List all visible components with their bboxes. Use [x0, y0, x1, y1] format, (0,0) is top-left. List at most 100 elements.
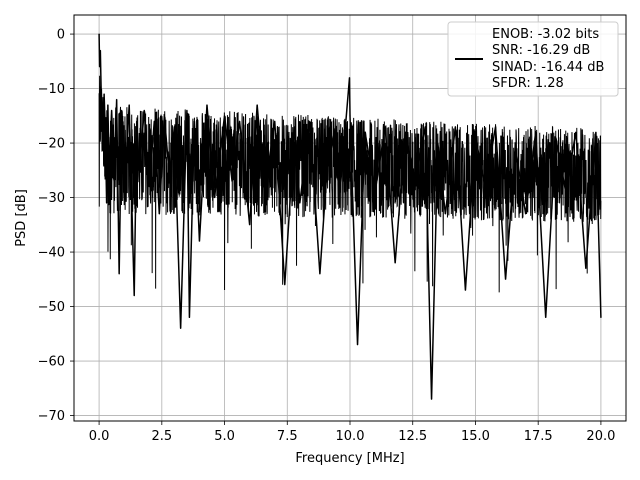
psd-data-point: [264, 191, 266, 193]
psd-data-point: [116, 98, 118, 101]
y-axis-ticks: 0 −10 −20 −30 −40 −50 −60 −70: [38, 28, 74, 424]
psd-data-point: [188, 316, 191, 319]
psd-data-point: [437, 142, 439, 144]
psd-data-point: [575, 131, 577, 133]
psd-data-point: [535, 131, 537, 133]
x-tick-label: 20.0: [586, 429, 615, 444]
psd-data-point: [555, 137, 557, 139]
y-axis-label: PSD [dB]: [14, 189, 29, 247]
psd-data-point: [108, 169, 110, 171]
series-group: [98, 33, 602, 400]
psd-data-point: [595, 131, 597, 133]
psd-data-point: [107, 104, 109, 106]
psd-data-point: [356, 344, 359, 346]
psd-data-point: [98, 33, 100, 35]
x-tick-label: 17.5: [524, 429, 553, 444]
psd-data-point: [309, 120, 311, 122]
legend-line-enob: ENOB: -3.02 bits: [492, 27, 599, 42]
psd-data-point: [99, 49, 101, 52]
psd-data-point: [113, 180, 115, 182]
psd-data-point: [121, 109, 123, 111]
psd-data-point: [163, 115, 165, 117]
x-axis-label: Frequency [MHz]: [295, 451, 404, 466]
psd-data-point: [143, 109, 145, 111]
x-axis-ticks: 0.0 2.5 5.0 7.5 10.0 12.5 15.0 17.5 20.0: [89, 421, 615, 444]
psd-data-point: [464, 289, 467, 291]
psd-data-point: [100, 87, 102, 90]
psd-data-point: [128, 104, 130, 106]
psd-data-point: [339, 191, 341, 193]
x-tick-label: 7.5: [277, 429, 298, 444]
y-tick-label: −40: [38, 246, 65, 261]
y-tick-label: 0: [57, 28, 65, 43]
psd-data-point: [600, 316, 602, 319]
y-tick-label: −60: [38, 355, 65, 370]
psd-data-point: [274, 120, 276, 122]
psd-data-point: [565, 191, 567, 193]
psd-data-point: [319, 273, 321, 275]
y-tick-label: −30: [38, 191, 65, 206]
y-tick-label: −10: [38, 82, 65, 97]
psd-data-point: [111, 109, 113, 111]
psd-data-point: [102, 142, 104, 144]
psd-data-point: [118, 273, 120, 275]
psd-data-point: [173, 126, 175, 128]
psd-data-point: [504, 278, 507, 280]
psd-data-point: [329, 126, 331, 128]
legend: ENOB: -3.02 bits SNR: -16.29 dB SINAD: -…: [447, 21, 619, 97]
y-tick-label: −70: [38, 409, 65, 424]
legend-box: [447, 21, 619, 97]
psd-data-point: [193, 120, 196, 122]
psd-data-point: [494, 126, 497, 128]
x-tick-label: 10.0: [336, 429, 365, 444]
psd-series-line: [98, 34, 602, 400]
psd-data-point: [158, 213, 160, 215]
psd-data-point: [474, 137, 477, 139]
psd-data-point: [284, 284, 286, 286]
psd-data-point: [198, 240, 201, 242]
psd-data-point: [153, 120, 155, 122]
psd-data-point: [223, 115, 226, 117]
y-tick-label: −50: [38, 300, 65, 315]
psd-data-point: [104, 131, 106, 133]
psd-data-point: [98, 66, 101, 68]
psd-data-point: [148, 186, 150, 188]
legend-line-snr: SNR: -16.29 dB: [492, 43, 590, 58]
psd-data-point: [404, 131, 406, 133]
psd-data-point: [384, 126, 386, 128]
psd-data-point: [454, 126, 456, 128]
psd-data-point: [424, 126, 426, 128]
psd-data-point: [374, 191, 376, 193]
psd-data-point: [394, 262, 396, 264]
psd-data-point: [364, 131, 366, 133]
psd-data-point: [186, 109, 188, 111]
psd-data-point: [294, 126, 296, 128]
psd-data-point: [123, 196, 125, 199]
psd-data-point: [430, 398, 433, 400]
psd-data-point: [414, 180, 416, 182]
psd-data-point: [180, 327, 182, 329]
psd-data-point: [484, 186, 487, 188]
legend-line-sinad: SINAD: -16.44 dB: [492, 60, 604, 75]
psd-data-point: [138, 169, 140, 171]
psd-data-point: [101, 109, 103, 111]
x-tick-label: 5.0: [214, 429, 235, 444]
psd-data-point: [256, 104, 258, 106]
psd-data-point: [444, 213, 446, 215]
psd-data-point: [348, 77, 351, 79]
psd-data-point: [239, 120, 241, 122]
psd-data-point: [136, 120, 138, 122]
x-tick-label: 12.5: [398, 429, 427, 444]
psd-data-point: [213, 196, 216, 199]
psd-data-point: [545, 316, 547, 319]
psd-data-point: [515, 147, 517, 150]
psd-data-point: [525, 213, 527, 215]
psd-data-point: [106, 202, 108, 204]
psd-data-point: [349, 115, 351, 117]
x-tick-label: 15.0: [461, 429, 490, 444]
legend-line-sfdr: SFDR: 1.28: [492, 76, 564, 91]
psd-data-point: [299, 202, 301, 204]
psd-data-point: [133, 295, 135, 297]
psd-data-point: [249, 224, 251, 226]
